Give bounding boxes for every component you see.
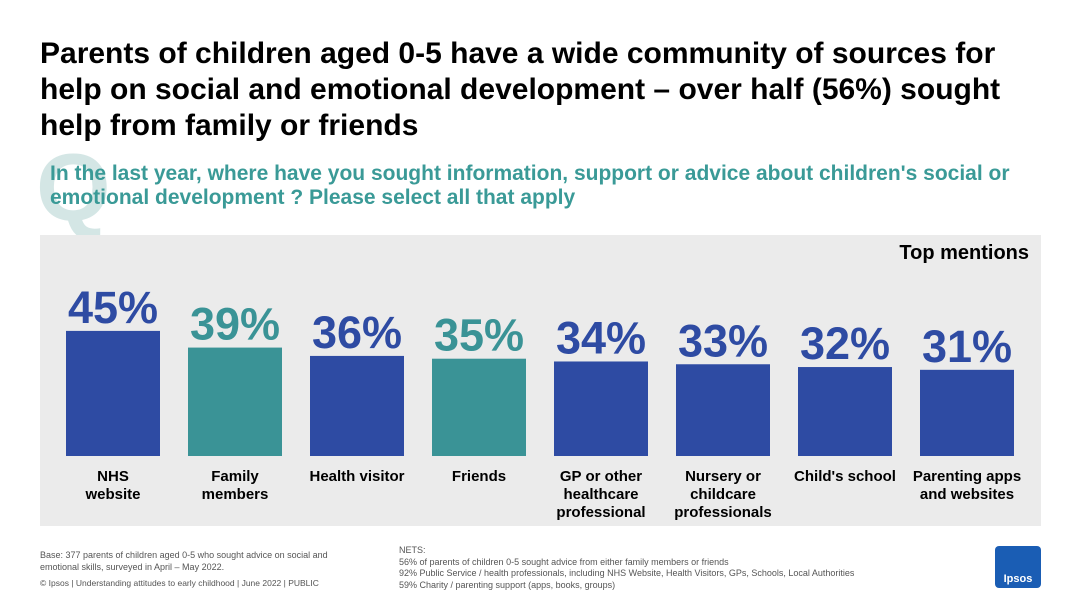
data-label: 33% [678,315,768,366]
nets-title: NETS: [399,545,426,555]
nets-line: 59% Charity / parenting support (apps, b… [399,579,616,590]
bar [676,364,770,456]
nets-note: NETS: 56% of parents of children 0-5 sou… [399,545,959,591]
bar [188,347,282,456]
category-label: Family members [202,468,269,503]
bar [66,330,160,456]
category-label: Parenting apps and websites [913,468,1021,503]
bar-chart: 45% NHS website 39% Family members 36% Health v… [66,282,1021,521]
bar [798,367,892,456]
category-label: Nursery or childcare professionals [674,468,772,521]
data-label: 39% [190,299,280,350]
base-note: Base: 377 parents of children aged 0-5 w… [40,550,328,572]
nets-line: 56% of parents of children 0-5 sought ad… [399,556,729,567]
bar [432,358,526,456]
category-label: NHS website [84,468,140,503]
data-label: 36% [312,307,402,358]
category-label: Health visitor [309,468,404,485]
data-label: 35% [434,310,524,361]
category-label: GP or other healthcare professional [556,468,645,521]
question-mark-graphic: Q [36,134,111,241]
copyright-note: © Ipsos | Understanding attitudes to ear… [40,578,319,588]
chart-panel: 45% NHS website 39% Family members 36% Health v… [40,235,1041,526]
category-label: Child's school [794,468,896,485]
ipsos-logo: Ipsos [995,546,1041,588]
data-label: 32% [800,318,890,369]
nets-line: 92% Public Service / health professional… [399,568,855,578]
data-label: 31% [922,321,1012,372]
data-label: 45% [68,282,158,333]
bar [920,369,1014,456]
page-title: Parents of children aged 0-5 have a wide… [40,37,1001,142]
logo-text: Ipsos [1003,573,1033,585]
bar [310,355,404,456]
top-mentions-label: Top mentions [899,242,1029,264]
data-label: 34% [556,312,646,363]
survey-question: In the last year, where have you sought … [50,162,1010,209]
bar [554,361,648,456]
category-label: Friends [452,468,506,485]
